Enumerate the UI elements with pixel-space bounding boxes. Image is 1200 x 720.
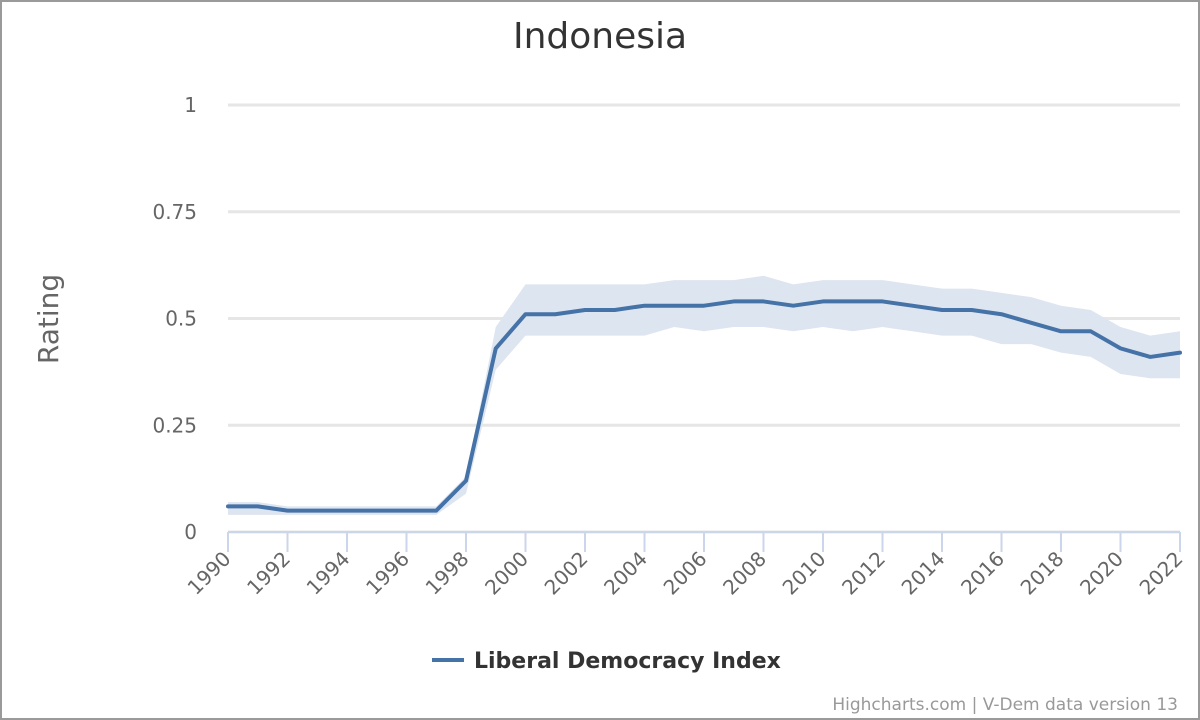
x-tick-label: 2010 — [778, 547, 831, 600]
y-axis-label: Rating — [32, 274, 65, 364]
x-axis — [227, 531, 1181, 552]
series-lines — [226, 299, 1182, 513]
x-tick-label: 2000 — [480, 547, 533, 600]
x-tick-label: 2008 — [718, 547, 771, 600]
x-tick-label: 2002 — [540, 547, 593, 600]
x-tick-label: 1990 — [183, 547, 236, 600]
chart-title: Indonesia — [513, 16, 687, 57]
y-tick-label: 1 — [184, 93, 197, 117]
x-tick-label: 2006 — [659, 547, 712, 600]
y-tick-label: 0.25 — [152, 413, 197, 437]
confidence-band — [228, 275, 1180, 515]
y-tick-label: 0.5 — [165, 307, 197, 331]
x-tick-label: 1996 — [361, 547, 414, 600]
x-tick-label: 1994 — [302, 547, 355, 600]
chart-credits[interactable]: Highcharts.com | V-Dem data version 13 — [832, 695, 1178, 715]
y-tick-labels: 0 0.25 0.5 0.75 1 — [152, 93, 197, 544]
x-tick-label: 2018 — [1016, 547, 1069, 600]
legend-label[interactable]: Liberal Democracy Index — [474, 649, 781, 674]
x-tick-label: 1992 — [242, 547, 295, 600]
x-tick-label: 2014 — [897, 547, 950, 600]
x-tick-label: 2004 — [599, 547, 652, 600]
confidence-band-area — [228, 275, 1180, 515]
x-tick-label: 2012 — [837, 547, 890, 600]
y-tick-label: 0.75 — [152, 200, 197, 224]
legend[interactable]: Liberal Democracy Index — [432, 649, 781, 674]
series-line-liberal-democracy-index[interactable] — [226, 299, 1182, 513]
x-tick-label: 2016 — [956, 547, 1009, 600]
x-tick-label: 2022 — [1135, 547, 1188, 600]
x-tick-labels: 1990 1992 1994 1996 1998 2000 2002 2004 2006 2008… — [183, 547, 1188, 600]
x-tick-label: 1998 — [421, 547, 474, 600]
y-tick-label: 0 — [184, 520, 197, 544]
x-tick-label: 2020 — [1075, 547, 1128, 600]
